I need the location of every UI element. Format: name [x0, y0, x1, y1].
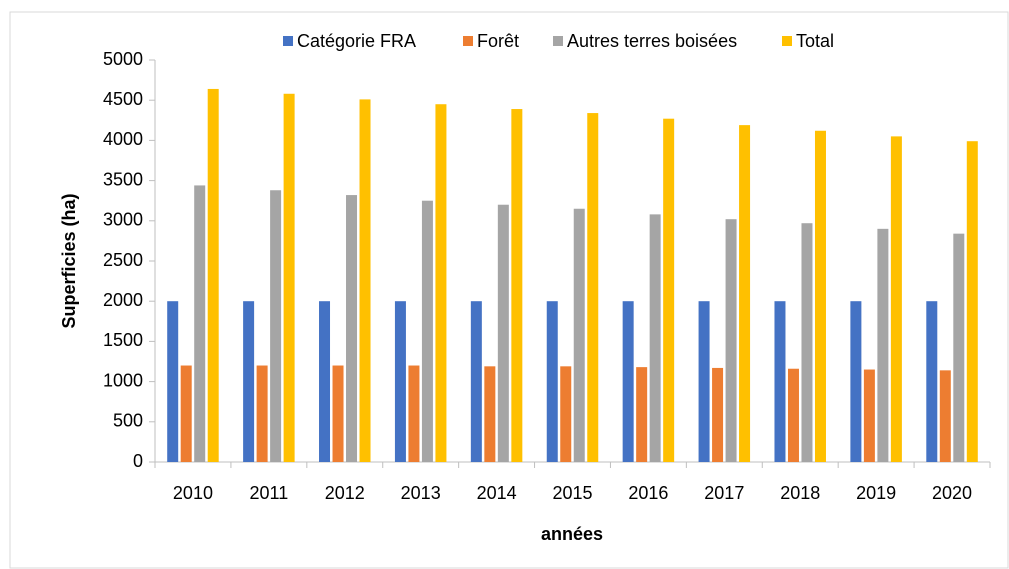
- bar: [712, 367, 724, 462]
- y-tick-label: 2500: [103, 250, 143, 270]
- x-axis-label: années: [541, 524, 603, 544]
- legend-swatch: [463, 36, 473, 46]
- bar: [497, 204, 509, 462]
- x-tick-label: 2011: [250, 483, 289, 503]
- legend-label: Catégorie FRA: [297, 31, 416, 51]
- bar: [470, 301, 482, 462]
- bar: [194, 185, 206, 462]
- bar: [346, 195, 358, 462]
- bar: [953, 233, 965, 462]
- x-tick-label: 2018: [780, 483, 820, 503]
- y-tick-label: 5000: [103, 49, 143, 69]
- bar: [939, 370, 951, 462]
- y-tick-label: 3000: [103, 210, 143, 230]
- x-tick-label: 2010: [173, 483, 213, 503]
- chart-frame: [9, 11, 1009, 569]
- bar: [167, 301, 179, 462]
- y-axis-label: Superficies (ha): [59, 193, 79, 328]
- bar: [649, 214, 661, 462]
- bar: [698, 301, 710, 462]
- x-tick-label: 2019: [856, 483, 896, 503]
- y-tick-label: 1500: [103, 330, 143, 350]
- bar: [739, 125, 751, 463]
- bar: [421, 200, 433, 462]
- bar: [359, 99, 371, 463]
- bar: [573, 208, 585, 462]
- y-tick-label: 2000: [103, 290, 143, 310]
- bar: [622, 301, 634, 462]
- bar: [435, 104, 447, 462]
- y-tick-label: 4000: [103, 129, 143, 149]
- legend-label: Forêt: [477, 31, 519, 51]
- x-tick-label: 2020: [932, 483, 972, 503]
- bar: [725, 219, 737, 462]
- bar: [560, 366, 572, 462]
- bar: [663, 118, 675, 462]
- bar: [243, 301, 255, 462]
- bar: [850, 301, 862, 462]
- bar: [814, 130, 826, 462]
- bar: [787, 368, 799, 462]
- x-tick-label: 2012: [325, 483, 365, 503]
- bar: [801, 223, 813, 462]
- bar: [877, 228, 889, 462]
- legend-swatch: [283, 36, 293, 46]
- bar: [408, 365, 420, 462]
- bar: [207, 88, 219, 462]
- bar: [774, 301, 786, 462]
- y-tick-label: 3500: [103, 169, 143, 189]
- bar: [636, 367, 648, 462]
- y-tick-label: 1000: [103, 370, 143, 390]
- y-tick-label: 4500: [103, 89, 143, 109]
- bar: [283, 93, 295, 462]
- legend-swatch: [553, 36, 563, 46]
- legend-label: Total: [796, 31, 834, 51]
- bar: [256, 365, 268, 462]
- bar: [394, 301, 406, 462]
- legend-label: Autres terres boisées: [567, 31, 737, 51]
- x-tick-label: 2017: [704, 483, 744, 503]
- bar: [863, 369, 875, 462]
- bar: [332, 365, 344, 462]
- bar: [319, 301, 331, 462]
- bar: [546, 301, 558, 462]
- bar: [890, 136, 902, 462]
- bar: [270, 190, 282, 463]
- legend-swatch: [782, 36, 792, 46]
- bar: [926, 301, 938, 462]
- x-tick-label: 2015: [552, 483, 592, 503]
- bar: [966, 141, 978, 463]
- bar: [511, 109, 523, 462]
- y-tick-label: 0: [133, 451, 143, 471]
- x-tick-label: 2014: [477, 483, 517, 503]
- x-tick-label: 2016: [628, 483, 668, 503]
- y-tick-label: 500: [113, 411, 143, 431]
- x-tick-label: 2013: [401, 483, 441, 503]
- bar: [180, 365, 192, 462]
- bar: [484, 366, 496, 462]
- bar: [587, 113, 599, 463]
